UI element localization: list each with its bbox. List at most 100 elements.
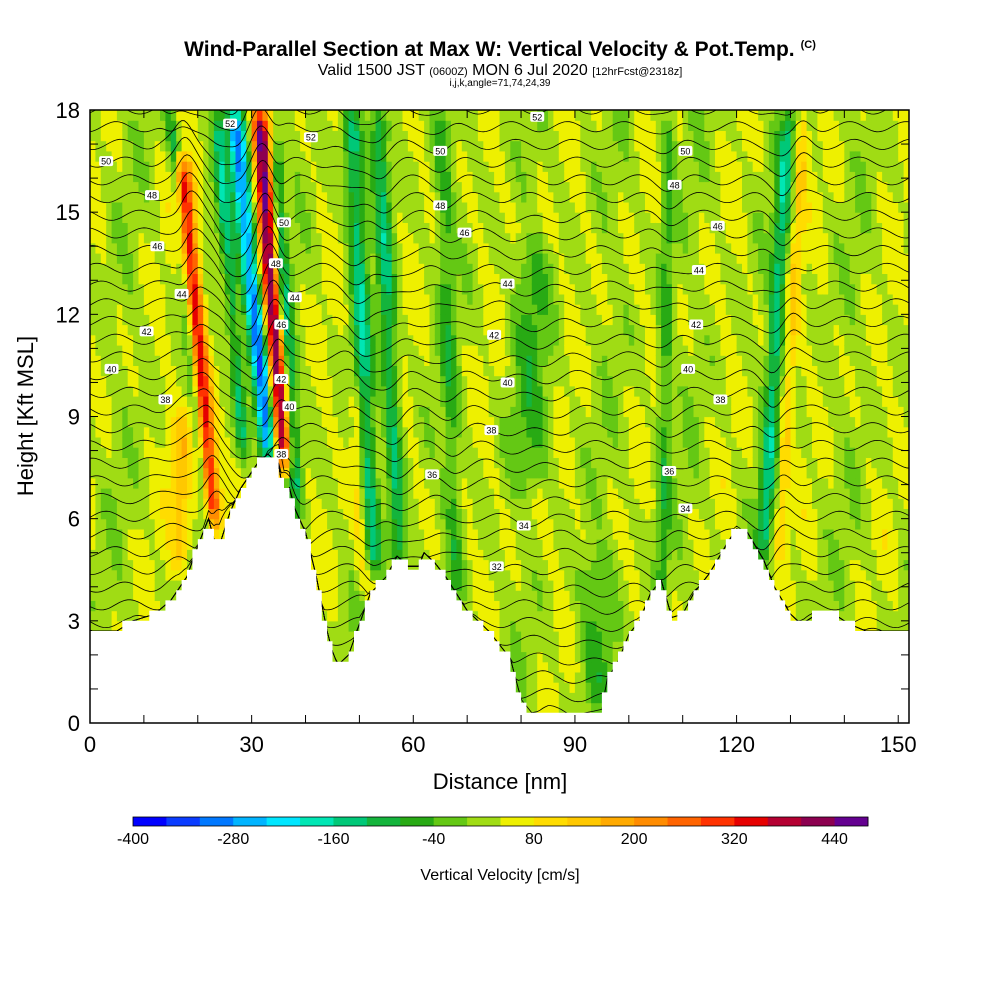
velocity-cell [116,161,123,172]
velocity-cell [504,559,511,571]
velocity-cell [542,651,549,663]
velocity-cell [429,130,436,142]
velocity-cell [310,120,317,131]
velocity-cell [165,283,172,295]
velocity-cell [413,191,420,203]
velocity-cell [467,150,474,162]
velocity-cell [170,263,177,274]
velocity-cell [337,181,344,193]
velocity-cell [494,273,501,285]
velocity-cell [267,324,274,336]
velocity-cell [424,334,431,346]
velocity-cell [585,110,592,121]
velocity-cell [607,222,614,234]
velocity-cell [456,110,463,121]
velocity-cell [456,273,463,285]
velocity-cell [558,222,565,234]
velocity-cell [359,304,366,315]
velocity-cell [451,345,457,356]
velocity-cell [391,549,398,561]
velocity-cell [219,253,226,264]
velocity-cell [510,477,517,489]
velocity-cell [133,508,140,520]
velocity-cell [364,212,371,223]
velocity-cell [251,140,258,152]
velocity-cell [499,334,506,346]
velocity-cell [160,569,166,581]
velocity-cell [591,549,598,561]
velocity-cell [574,702,581,714]
velocity-cell [240,171,247,183]
velocity-cell [612,345,619,356]
velocity-cell [160,447,166,458]
velocity-cell [451,130,457,142]
velocity-cell [316,355,323,366]
velocity-cell [192,365,199,377]
velocity-cell [477,590,484,601]
velocity-cell [467,559,474,571]
velocity-cell [337,385,344,397]
velocity-cell [192,150,199,162]
velocity-cell [634,242,641,254]
velocity-cell [289,406,296,418]
velocity-cell [321,385,328,397]
velocity-cell [300,273,307,285]
velocity-cell [510,641,517,653]
velocity-cell [434,222,441,234]
velocity-cell [127,314,134,326]
velocity-cell [381,263,387,274]
velocity-cell [321,304,328,315]
velocity-cell [591,130,598,142]
velocity-cell [521,334,528,346]
velocity-cell [165,334,172,346]
velocity-cell [95,273,102,285]
velocity-cell [267,396,274,407]
velocity-cell [294,477,301,489]
velocity-cell [100,212,107,223]
velocity-cell [451,436,457,448]
velocity-cell [100,610,107,622]
velocity-cell [370,355,377,366]
velocity-cell [359,447,366,458]
velocity-cell [327,120,334,131]
velocity-cell [337,416,344,428]
velocity-cell [585,498,592,509]
velocity-cell [521,549,528,561]
velocity-cell [100,580,107,591]
velocity-cell [585,171,592,183]
velocity-cell [381,569,387,581]
velocity-cell [90,253,96,264]
velocity-cell [364,314,371,326]
velocity-cell [542,140,549,152]
velocity-cell [246,406,253,418]
velocity-cell [305,150,312,162]
velocity-cell [413,293,420,305]
velocity-cell [305,273,312,285]
velocity-cell [429,345,436,356]
velocity-cell [537,293,544,305]
velocity-cell [461,396,468,407]
velocity-cell [133,232,140,244]
velocity-cell [413,549,420,561]
velocity-cell [321,396,328,407]
velocity-cell [337,396,344,407]
velocity-cell [477,436,484,448]
velocity-cell [434,396,441,407]
velocity-cell [133,110,140,121]
velocity-cell [542,314,549,326]
velocity-cell [197,171,204,183]
velocity-cell [257,355,263,366]
velocity-cell [445,549,452,561]
velocity-cell [310,253,317,264]
velocity-cell [429,549,436,561]
velocity-cell [106,212,113,223]
velocity-cell [176,396,183,407]
velocity-cell [618,385,624,397]
velocity-cell [456,212,463,223]
velocity-cell [467,110,474,121]
velocity-cell [106,457,113,469]
velocity-cell [154,528,161,540]
velocity-cell [375,488,382,499]
velocity-cell [181,150,188,162]
velocity-cell [499,457,506,469]
